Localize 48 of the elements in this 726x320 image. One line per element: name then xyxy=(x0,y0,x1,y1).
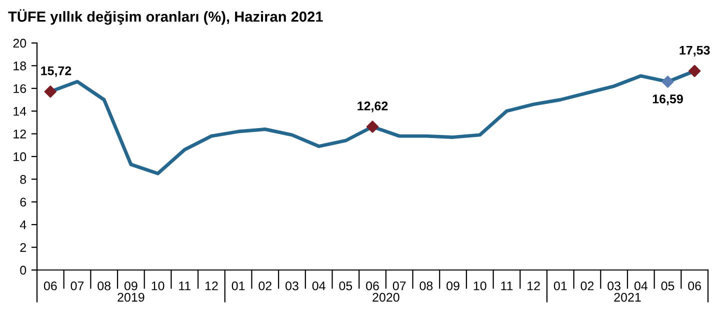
data-label: 16,59 xyxy=(652,94,683,106)
x-tick-label: 07 xyxy=(392,281,406,290)
text: 2021 xyxy=(614,292,641,302)
y-tick-label: 2 xyxy=(20,243,26,252)
text: 2020 xyxy=(372,292,400,302)
y-tick-label: 0 xyxy=(20,266,26,275)
x-tick-label: 04 xyxy=(312,281,326,290)
x-tick-label: 11 xyxy=(179,282,190,290)
y-tick-label: 8 xyxy=(20,175,26,184)
y-tick-label: 14 xyxy=(14,107,26,116)
x-tick-label: 01 xyxy=(232,281,245,290)
point xyxy=(662,76,674,88)
point xyxy=(366,120,379,133)
x-tick-label: 08 xyxy=(98,281,111,290)
x-tick-label: 08 xyxy=(420,281,433,290)
y-tick-label: 12 xyxy=(14,130,26,138)
x-tick-label: 10 xyxy=(474,281,486,290)
x-tick-label: 10 xyxy=(152,281,164,290)
point xyxy=(44,86,56,98)
x-tick-label: 07 xyxy=(70,281,84,290)
x-tick-label: 02 xyxy=(258,281,272,290)
x-tick-label: 03 xyxy=(608,281,620,290)
x-tick-label: 06 xyxy=(44,281,57,290)
x-tick-label: 01 xyxy=(554,281,567,290)
data-label: 15,72 xyxy=(41,66,72,78)
x-tick-label: 09 xyxy=(446,281,460,290)
y-tick-label: 16 xyxy=(14,84,26,94)
x-tick-label: 06 xyxy=(366,281,379,290)
x-tick-label: 02 xyxy=(580,281,594,290)
text: 2019 xyxy=(118,292,144,302)
data-label: 17,53 xyxy=(680,46,710,56)
y-tick-label: 6 xyxy=(20,198,26,207)
x-tick-label: 04 xyxy=(634,281,648,290)
x-tick-label: 11 xyxy=(501,282,513,290)
x-tick-label: 12 xyxy=(528,281,540,290)
x-tick-label: 12 xyxy=(205,281,218,290)
x-tick-label: 09 xyxy=(124,281,138,290)
x-tick-label: 03 xyxy=(286,281,298,290)
x-tick-label: 06 xyxy=(688,281,701,290)
y-tick-label: 4 xyxy=(20,220,26,230)
y-tick-label: 18 xyxy=(14,62,26,70)
x-tick-label: 05 xyxy=(661,281,674,290)
y-tick-label: 10 xyxy=(14,152,26,162)
data-label: 12,62 xyxy=(358,102,388,112)
x-tick-label: 05 xyxy=(339,281,352,290)
point xyxy=(688,64,701,78)
y-tick-label: 20 xyxy=(13,38,26,48)
chart-title: TÜFE yıllık değişim oranları (%), Haziran 2021 xyxy=(8,9,323,25)
